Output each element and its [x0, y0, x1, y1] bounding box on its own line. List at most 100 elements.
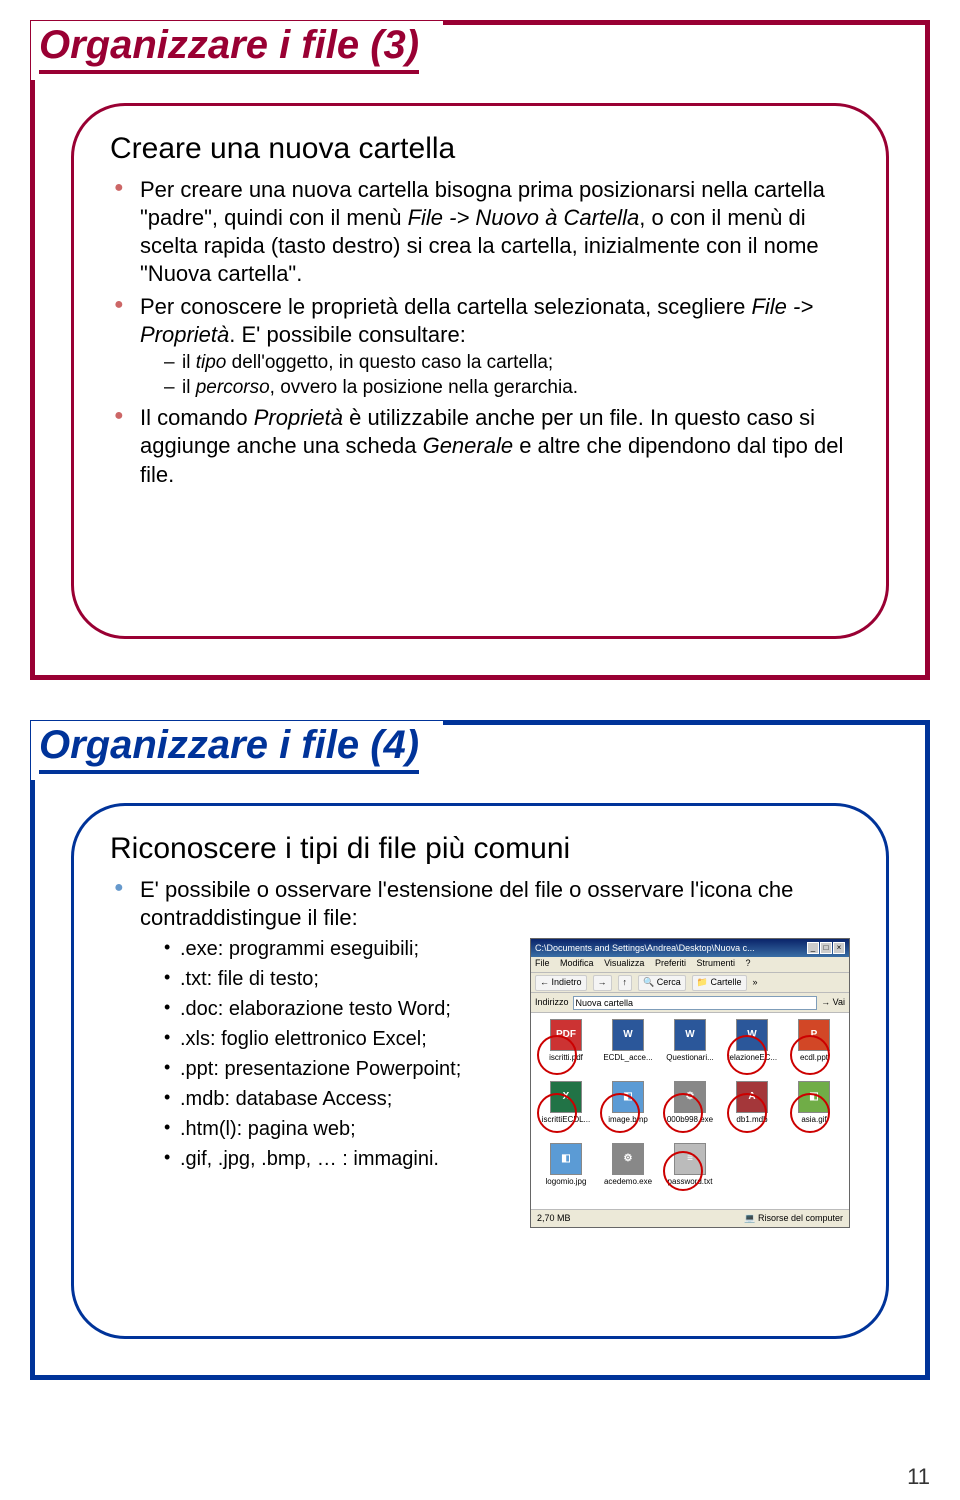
file-icon: ≡	[674, 1143, 706, 1175]
ext-col: .exe: programmi eseguibili; .txt: file d…	[140, 932, 514, 1228]
ext-item: .ppt: presentazione Powerpoint;	[164, 1054, 514, 1084]
slide-title-wrap: Organizzare i file (4)	[31, 721, 443, 780]
menubar: File Modifica Visualizza Preferiti Strum…	[531, 957, 849, 973]
menu-item[interactable]: Modifica	[560, 958, 594, 968]
menu-item[interactable]: Preferiti	[655, 958, 686, 968]
dash-item: il tipo dell'oggetto, in questo caso la …	[164, 351, 850, 376]
ext-item: .doc: elaborazione testo Word;	[164, 994, 514, 1024]
file-item[interactable]: ◧ asia.gif	[785, 1081, 843, 1139]
page-number: 11	[907, 1464, 930, 1490]
content-box: Riconoscere i tipi di file più comuni E'…	[71, 803, 889, 1339]
status-size: 2,70 MB	[537, 1213, 571, 1225]
file-label: 000b998.exe	[667, 1115, 713, 1125]
slide-2: Organizzare i file (4) Riconoscere i tip…	[30, 720, 930, 1380]
address-bar: Indirizzo → Vai	[531, 993, 849, 1013]
file-label: db1.mdb	[736, 1115, 767, 1125]
back-button[interactable]: ← Indietro	[535, 975, 587, 991]
bullet-item: E' possibile o osservare l'estensione de…	[114, 876, 850, 1228]
file-item[interactable]: W ECDL_acce...	[599, 1019, 657, 1077]
window-buttons: _□×	[806, 942, 845, 954]
dash-list: il tipo dell'oggetto, in questo caso la …	[140, 351, 850, 400]
file-icon: ⚙	[674, 1081, 706, 1113]
file-item[interactable]: XiscrittiECDL...	[537, 1081, 595, 1139]
ext-item: .txt: file di testo;	[164, 964, 514, 994]
address-label: Indirizzo	[535, 997, 569, 1009]
status-location: 💻 Risorse del computer	[744, 1213, 843, 1225]
subtitle: Riconoscere i tipi di file più comuni	[110, 832, 850, 866]
file-label: Questionari...	[666, 1053, 714, 1063]
ext-item: .htm(l): pagina web;	[164, 1114, 514, 1144]
file-icon: PDF	[550, 1019, 582, 1051]
folders-button[interactable]: 📁 Cartelle	[692, 975, 747, 991]
file-icon: W	[674, 1019, 706, 1051]
file-label: password.txt	[668, 1177, 713, 1187]
max-icon: □	[820, 942, 832, 954]
search-button[interactable]: 🔍 Cerca	[638, 975, 686, 991]
file-item[interactable]: ◧ logomio.jpg	[537, 1143, 595, 1201]
file-label: ecdl.ppt	[800, 1053, 828, 1063]
file-icon: ◧	[798, 1081, 830, 1113]
file-grid: PDF iscritti.pdf W ECDL_acce... W Questionari…	[531, 1013, 849, 1209]
file-label: iscrittiECDL...	[542, 1115, 590, 1125]
file-label: acedemo.exe	[604, 1177, 652, 1187]
file-icon: W	[612, 1019, 644, 1051]
toolbar: ← Indietro → ↑ 🔍 Cerca 📁 Cartelle »	[531, 973, 849, 993]
file-item[interactable]: ≡ password.txt	[661, 1143, 719, 1201]
go-button[interactable]: → Vai	[821, 997, 845, 1009]
menu-item[interactable]: Visualizza	[604, 958, 644, 968]
file-label: relazioneEC...	[727, 1053, 777, 1063]
slide-title: Organizzare i file (3)	[39, 23, 419, 68]
file-item[interactable]: WrelazioneEC...	[723, 1019, 781, 1077]
content-box: Creare una nuova cartella Per creare una…	[71, 103, 889, 639]
file-icon: W	[736, 1019, 768, 1051]
bullet-list: E' possibile o osservare l'estensione de…	[110, 876, 850, 1228]
file-label: logomio.jpg	[546, 1177, 587, 1187]
menu-item[interactable]: Strumenti	[696, 958, 735, 968]
fwd-button[interactable]: →	[593, 975, 612, 991]
file-icon: ◧	[550, 1143, 582, 1175]
file-icon: ⚙	[612, 1143, 644, 1175]
more-icon: »	[753, 977, 758, 989]
file-icon: P	[798, 1019, 830, 1051]
up-button[interactable]: ↑	[618, 975, 633, 991]
file-icon: A	[736, 1081, 768, 1113]
ext-item: .mdb: database Access;	[164, 1084, 514, 1114]
file-label: ECDL_acce...	[603, 1053, 652, 1063]
file-label: image.bmp	[608, 1115, 648, 1125]
two-col: .exe: programmi eseguibili; .txt: file d…	[140, 932, 850, 1228]
slide-title: Organizzare i file (4)	[39, 723, 419, 768]
file-item[interactable]: PDF iscritti.pdf	[537, 1019, 595, 1077]
bullet-list: Per creare una nuova cartella bisogna pr…	[110, 176, 850, 489]
explorer-screenshot: C:\Documents and Settings\Andrea\Desktop…	[530, 938, 850, 1228]
slide-title-underline	[39, 770, 419, 774]
menu-item[interactable]: ?	[746, 958, 751, 968]
ext-item: .exe: programmi eseguibili;	[164, 934, 514, 964]
file-icon: X	[550, 1081, 582, 1113]
bullet-item: Il comando Proprietà è utilizzabile anch…	[114, 404, 850, 488]
ext-list: .exe: programmi eseguibili; .txt: file d…	[140, 934, 514, 1174]
min-icon: _	[807, 942, 819, 954]
slide-title-wrap: Organizzare i file (3)	[31, 21, 443, 80]
status-bar: 2,70 MB 💻 Risorse del computer	[531, 1209, 849, 1227]
file-item[interactable]: ◧ image.bmp	[599, 1081, 657, 1139]
bullet-item: Per conoscere le proprietà della cartell…	[114, 293, 850, 401]
close-icon: ×	[833, 942, 845, 954]
file-item[interactable]: Pecdl.ppt	[785, 1019, 843, 1077]
subtitle: Creare una nuova cartella	[110, 132, 850, 166]
file-label: asia.gif	[801, 1115, 826, 1125]
file-item[interactable]: W Questionari...	[661, 1019, 719, 1077]
file-label: iscritti.pdf	[549, 1053, 583, 1063]
address-input[interactable]	[573, 996, 818, 1010]
dash-item: il percorso, ovvero la posizione nella g…	[164, 376, 850, 401]
titlebar-text: C:\Documents and Settings\Andrea\Desktop…	[535, 943, 755, 955]
file-item[interactable]: Adb1.mdb	[723, 1081, 781, 1139]
titlebar: C:\Documents and Settings\Andrea\Desktop…	[531, 939, 849, 957]
slide-title-underline	[39, 70, 419, 74]
slide-1: Organizzare i file (3) Creare una nuova …	[30, 20, 930, 680]
ext-item: .gif, .jpg, .bmp, … : immagini.	[164, 1144, 514, 1174]
file-item[interactable]: ⚙ 000b998.exe	[661, 1081, 719, 1139]
file-item[interactable]: ⚙ acedemo.exe	[599, 1143, 657, 1201]
file-icon: ◧	[612, 1081, 644, 1113]
bullet-item: Per creare una nuova cartella bisogna pr…	[114, 176, 850, 289]
menu-item[interactable]: File	[535, 958, 550, 968]
